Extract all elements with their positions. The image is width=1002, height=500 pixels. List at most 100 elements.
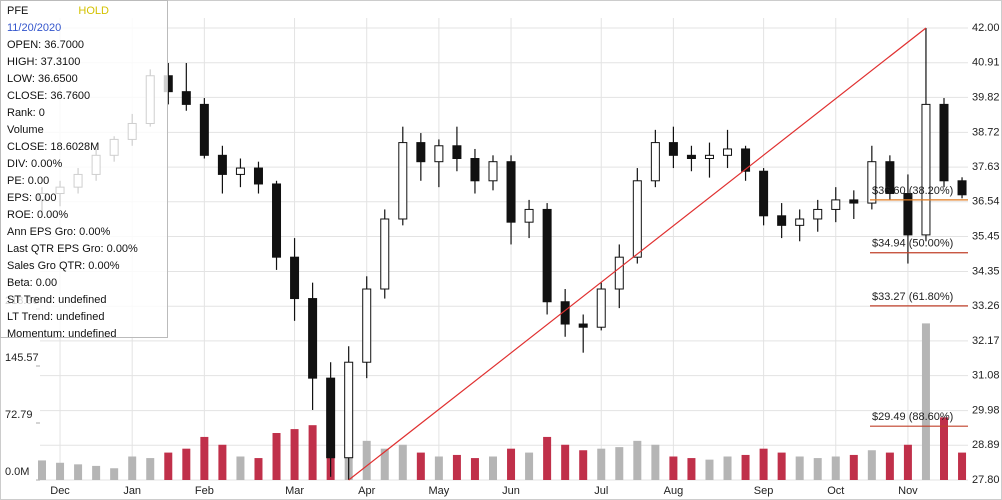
- fib-label: $36.60 (38.20%): [872, 185, 953, 197]
- candle-body: [488, 161, 498, 182]
- volume-bar: [921, 323, 930, 480]
- info-line: Last QTR EPS Gro: 0.00%: [7, 243, 138, 255]
- candle-body: [831, 199, 841, 210]
- x-tick-label: May: [428, 485, 449, 497]
- info-line: Momentum: undefined: [7, 328, 117, 340]
- fib-label: $34.94 (50.00%): [872, 238, 953, 250]
- candle-body: [903, 193, 913, 236]
- candle-body: [524, 208, 534, 223]
- volume-bar: [218, 444, 227, 480]
- info-line: DIV: 0.00%: [7, 158, 63, 170]
- info-line: Volume: [7, 124, 44, 136]
- x-tick-label: Mar: [285, 485, 304, 497]
- volume-bar: [543, 436, 552, 480]
- candle-body: [416, 142, 426, 163]
- info-line: Rank: 0: [7, 107, 45, 119]
- candle-body: [723, 148, 733, 156]
- volume-bar: [687, 458, 696, 480]
- volume-bar: [362, 440, 371, 480]
- volume-bar: [272, 433, 281, 480]
- info-line: EPS: 0.00: [7, 192, 57, 204]
- candle-body: [434, 145, 444, 163]
- date: 11/20/2020: [7, 22, 62, 34]
- volume-bar: [777, 452, 786, 480]
- candle-body: [362, 288, 372, 363]
- trend-line: [348, 27, 927, 481]
- candle-body: [344, 361, 354, 459]
- volume-bar: [380, 448, 389, 480]
- info-line: OPEN: 36.7000: [7, 39, 85, 51]
- volume-bar: [885, 452, 894, 480]
- info-line: Sales Gro QTR: 0.00%: [7, 260, 120, 272]
- x-tick-label: Nov: [898, 485, 918, 497]
- candle-body: [957, 180, 967, 196]
- volume-bar: [723, 456, 732, 480]
- info-line: LOW: 36.6500: [7, 73, 78, 85]
- fib-label: $29.49 (88.60%): [872, 411, 953, 423]
- candle-body: [578, 323, 588, 328]
- info-line: HIGH: 37.3100: [7, 56, 81, 68]
- candle-body: [290, 256, 300, 300]
- volume-bar: [831, 456, 840, 480]
- x-tick-label: Feb: [195, 485, 214, 497]
- y-tick-label: 42.00: [972, 22, 1000, 34]
- x-tick-label: Oct: [827, 485, 844, 497]
- volume-bar: [579, 450, 588, 480]
- grid: [40, 18, 968, 481]
- panel-header: PFE HOLD: [7, 3, 161, 20]
- y-tick-label: 32.17: [972, 335, 1000, 347]
- info-line: ST Trend: undefined: [7, 294, 107, 306]
- volume-bar: [958, 452, 967, 480]
- candle-body: [181, 91, 191, 105]
- volume-tick-label: 72.79: [5, 409, 33, 421]
- volume-bar: [146, 458, 155, 480]
- candle-body: [596, 288, 606, 328]
- candle-body: [614, 256, 624, 290]
- x-tick-label: Jan: [123, 485, 141, 497]
- volume-bar: [182, 448, 191, 480]
- volume-bar: [813, 458, 822, 480]
- candle-body: [795, 218, 805, 226]
- info-line: Ann EPS Gro: 0.00%: [7, 226, 111, 238]
- candle-body: [704, 154, 714, 160]
- x-tick-label: Dec: [50, 485, 70, 497]
- y-tick-label: 36.54: [972, 196, 1000, 208]
- volume-bar: [452, 454, 461, 480]
- volume-bar: [615, 447, 624, 480]
- volume-bar: [236, 456, 245, 480]
- x-tick-label: Aug: [664, 485, 684, 497]
- volume-bar: [741, 454, 750, 480]
- candle-body: [398, 142, 408, 220]
- info-line: LT Trend: undefined: [7, 311, 105, 323]
- volume-bar: [92, 465, 101, 480]
- x-tick-label: Jul: [594, 485, 608, 497]
- volume-bar: [489, 456, 497, 480]
- volume-bar: [38, 460, 46, 480]
- info-line: Beta: 0.00: [7, 277, 58, 289]
- candle-body: [650, 142, 660, 182]
- candle-body: [849, 199, 859, 204]
- y-tick-label: 39.82: [972, 91, 1000, 103]
- candle-body: [217, 154, 227, 175]
- volume-bar: [651, 444, 660, 480]
- y-tick-label: 40.91: [972, 57, 1000, 69]
- candle-body: [542, 208, 552, 303]
- candle-body: [686, 154, 696, 160]
- candle-body: [506, 161, 516, 223]
- volume-bar: [74, 464, 83, 480]
- volume-bar: [849, 454, 858, 480]
- volume-bar: [434, 456, 443, 480]
- candle-body: [741, 148, 751, 172]
- y-tick-label: 37.63: [972, 161, 1000, 173]
- candle-body: [380, 218, 390, 290]
- candle-body: [272, 183, 282, 258]
- volume-bar: [705, 459, 714, 480]
- y-tick-label: 33.26: [972, 300, 1000, 312]
- volume-bar: [128, 456, 137, 480]
- volume-tick-label: 145.57: [5, 352, 39, 364]
- candle-body: [759, 170, 769, 217]
- volume-bar: [525, 452, 534, 480]
- y-tick-label: 38.72: [972, 126, 1000, 138]
- y-tick-label: 27.80: [972, 474, 1000, 486]
- volume-bar: [200, 436, 209, 480]
